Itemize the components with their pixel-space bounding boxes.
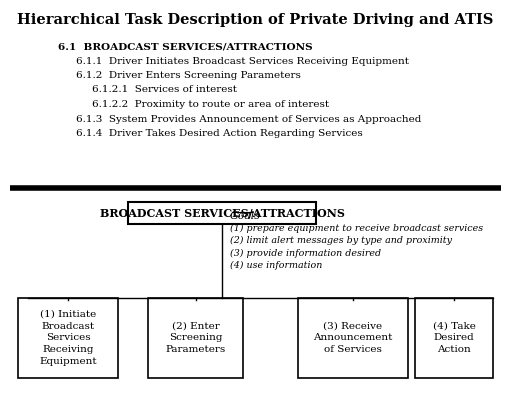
Text: Hierarchical Task Description of Private Driving and ATIS: Hierarchical Task Description of Private… xyxy=(17,13,493,27)
Text: Goals: Goals xyxy=(230,211,261,221)
Bar xyxy=(298,298,408,378)
Text: 6.1.2.2  Proximity to route or area of interest: 6.1.2.2 Proximity to route or area of in… xyxy=(92,100,329,109)
Text: (2) limit alert messages by type and proximity: (2) limit alert messages by type and pro… xyxy=(230,236,452,245)
Text: 6.1.2  Driver Enters Screening Parameters: 6.1.2 Driver Enters Screening Parameters xyxy=(76,71,301,80)
Text: (2) Enter
Screening
Parameters: (2) Enter Screening Parameters xyxy=(166,322,226,354)
Text: 6.1  BROADCAST SERVICES/ATTRACTIONS: 6.1 BROADCAST SERVICES/ATTRACTIONS xyxy=(58,42,313,51)
Bar xyxy=(128,202,316,224)
Text: BROADCAST SERVICES/ATTRACTIONS: BROADCAST SERVICES/ATTRACTIONS xyxy=(100,208,344,218)
Text: 6.1.3  System Provides Announcement of Services as Approached: 6.1.3 System Provides Announcement of Se… xyxy=(76,114,422,124)
Text: (3) Receive
Announcement
of Services: (3) Receive Announcement of Services xyxy=(313,322,392,354)
Bar xyxy=(18,298,118,378)
Text: (4) use information: (4) use information xyxy=(230,260,322,270)
Text: (4) Take
Desired
Action: (4) Take Desired Action xyxy=(433,322,475,354)
Text: 6.1.4  Driver Takes Desired Action Regarding Services: 6.1.4 Driver Takes Desired Action Regard… xyxy=(76,129,363,138)
Text: (3) provide information desired: (3) provide information desired xyxy=(230,248,381,258)
Text: (1) prepare equipment to receive broadcast services: (1) prepare equipment to receive broadca… xyxy=(230,224,483,233)
Text: (1) Initiate
Broadcast
Services
Receiving
Equipment: (1) Initiate Broadcast Services Receivin… xyxy=(39,310,97,366)
Bar xyxy=(148,298,243,378)
Text: 6.1.1  Driver Initiates Broadcast Services Receiving Equipment: 6.1.1 Driver Initiates Broadcast Service… xyxy=(76,57,409,65)
Bar xyxy=(415,298,493,378)
Text: 6.1.2.1  Services of interest: 6.1.2.1 Services of interest xyxy=(92,86,237,94)
